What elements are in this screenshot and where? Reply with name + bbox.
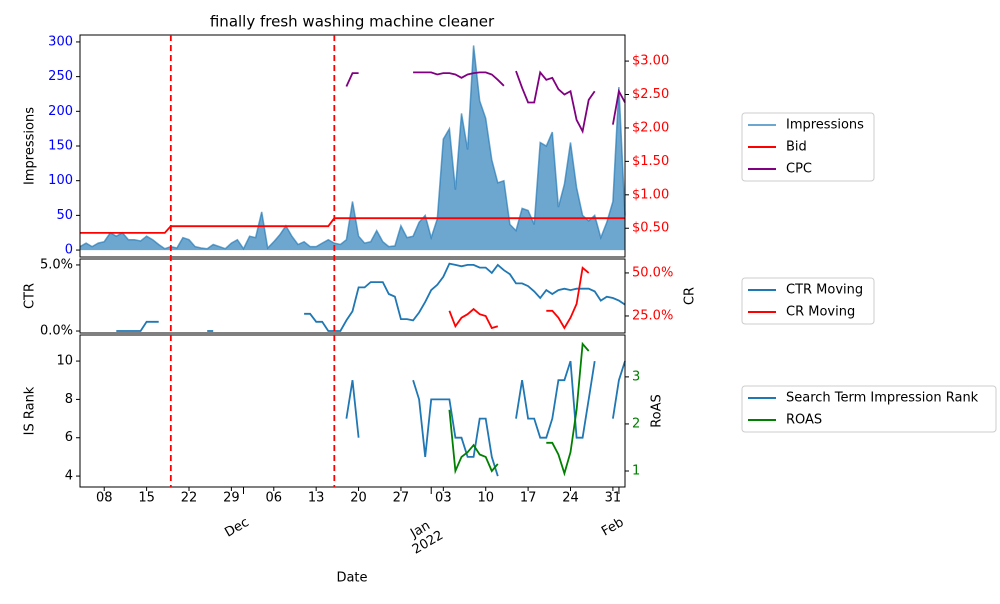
x-tick-label: 13 [308, 491, 325, 506]
y-tick-label: 300 [48, 34, 73, 49]
x-tick-label: 08 [96, 491, 113, 506]
x-tick-label: 15 [138, 491, 155, 506]
y-tick-label: 8 [65, 392, 73, 407]
legend-box [741, 112, 875, 182]
x-tick-label: 31 [605, 491, 622, 506]
y-tick-label: 250 [48, 69, 73, 84]
y-tick-label: 50 [56, 208, 73, 223]
line [345, 70, 626, 134]
y-tick-label: 4 [65, 469, 73, 484]
y2-tick-label: $1.50 [632, 154, 669, 169]
line [448, 341, 590, 477]
y2-tick-label: $2.50 [632, 87, 669, 102]
line [345, 360, 626, 477]
x-tick-label: 06 [266, 491, 283, 506]
legend-label: CPC [786, 162, 812, 177]
y2-tick-label: $0.50 [632, 221, 669, 236]
y-tick-label: 150 [48, 139, 73, 154]
legend-label: Bid [786, 140, 807, 155]
area [80, 45, 625, 251]
y2-axis-label: CR [683, 287, 698, 305]
legend-label: CR Moving [786, 305, 855, 320]
legend-label: Impressions [786, 118, 864, 133]
y-tick-label: 5.0% [40, 257, 73, 272]
legend: Impressions Bid CPC [741, 112, 875, 182]
x-axis-label: Date [336, 571, 367, 586]
y2-tick-label: $3.00 [632, 54, 669, 69]
y2-tick-label: 50.0% [632, 265, 673, 280]
y-tick-label: 100 [48, 173, 73, 188]
y2-tick-label: $1.00 [632, 187, 669, 202]
y-tick-label: 10 [56, 354, 73, 369]
x-tick-label: 29 [223, 491, 240, 506]
x-tick-label: 10 [477, 491, 494, 506]
y2-axis-label: RoAS [650, 394, 665, 428]
legend-label: Search Term Impression Rank [786, 391, 979, 406]
y-tick-label: 0.0% [40, 324, 73, 339]
x-tick-label: 17 [520, 491, 537, 506]
y-tick-label: 0 [65, 243, 73, 258]
y-tick-label: 200 [48, 104, 73, 119]
y-axis-label: CTR [23, 283, 38, 309]
y-axis-label: Impressions [23, 107, 38, 185]
legend: Search Term Impression Rank ROAS [741, 385, 997, 433]
line [448, 266, 590, 330]
legend: CTR Moving CR Moving [741, 277, 875, 325]
y2-tick-label: $2.00 [632, 120, 669, 135]
line [116, 262, 626, 332]
axes-frame [79, 258, 626, 334]
x-tick-label: 24 [562, 491, 579, 506]
y2-tick-label: 1 [632, 464, 640, 479]
y2-tick-label: 25.0% [632, 308, 673, 323]
legend-label: CTR Moving [786, 283, 863, 298]
x-tick-label: 20 [350, 491, 367, 506]
x-tick-label: 27 [393, 491, 410, 506]
y2-tick-label: 2 [632, 416, 640, 431]
y2-tick-label: 3 [632, 369, 640, 384]
chart-title: finally fresh washing machine cleaner [210, 13, 495, 31]
legend-box [741, 385, 997, 433]
legend-label: ROAS [786, 413, 822, 428]
x-tick-label: 22 [181, 491, 198, 506]
y-tick-label: 6 [65, 430, 73, 445]
axes-frame [79, 334, 626, 488]
x-tick-label: 03 [435, 491, 452, 506]
y-axis-label: IS Rank [23, 386, 38, 435]
